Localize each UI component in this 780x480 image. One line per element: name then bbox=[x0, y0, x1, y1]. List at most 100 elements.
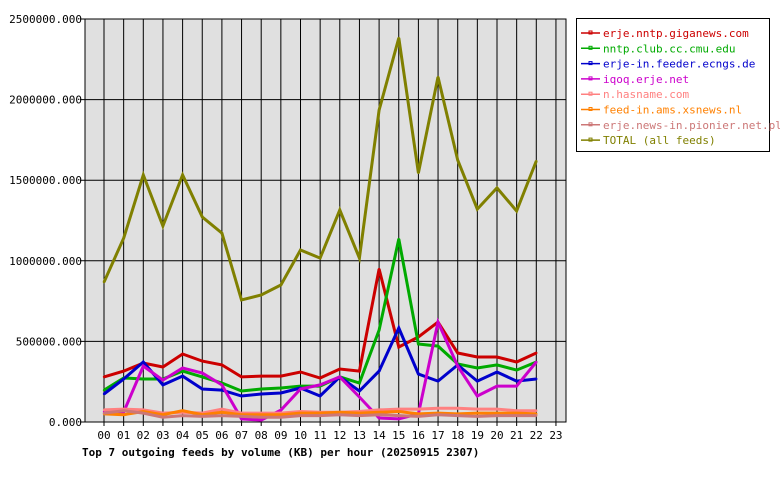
data-point bbox=[102, 388, 106, 392]
y-tick-label: 2000000.000 bbox=[9, 94, 82, 107]
x-tick-label: 03 bbox=[156, 429, 169, 442]
data-point bbox=[240, 298, 243, 302]
data-point bbox=[260, 415, 263, 419]
legend-label: erje.news-in.pionier.net.pl bbox=[603, 119, 780, 132]
x-tick-label: 14 bbox=[372, 429, 386, 442]
data-point bbox=[299, 411, 302, 415]
x-tick-label: 08 bbox=[255, 429, 268, 442]
data-point bbox=[201, 215, 204, 219]
data-point bbox=[299, 248, 302, 252]
data-point bbox=[240, 415, 243, 418]
data-point bbox=[142, 173, 145, 177]
data-point bbox=[397, 36, 400, 40]
data-point bbox=[161, 415, 165, 419]
data-point bbox=[338, 413, 341, 416]
data-point bbox=[397, 407, 400, 411]
data-point bbox=[476, 415, 479, 418]
data-point bbox=[338, 411, 341, 414]
data-point bbox=[358, 414, 361, 417]
x-tick-label: 15 bbox=[392, 429, 405, 442]
data-point bbox=[161, 365, 165, 369]
data-point bbox=[358, 411, 361, 415]
data-point bbox=[417, 412, 420, 416]
x-tick-label: 18 bbox=[451, 429, 464, 442]
y-tick-label: 2500000.000 bbox=[9, 13, 82, 26]
data-point bbox=[436, 75, 440, 79]
data-point bbox=[495, 363, 499, 367]
data-point bbox=[535, 377, 538, 381]
legend bbox=[576, 18, 770, 152]
data-point bbox=[495, 370, 499, 374]
data-point bbox=[279, 386, 283, 390]
data-point bbox=[142, 411, 145, 415]
data-point bbox=[535, 351, 538, 355]
data-point bbox=[338, 375, 341, 379]
data-point bbox=[279, 408, 283, 412]
y-tick-label: 500000.000 bbox=[16, 335, 82, 348]
x-tick-label: 09 bbox=[274, 429, 287, 442]
data-point bbox=[515, 209, 518, 213]
data-point bbox=[358, 381, 361, 385]
data-point bbox=[279, 391, 283, 395]
data-point bbox=[535, 360, 538, 364]
data-point bbox=[181, 366, 184, 370]
data-point bbox=[456, 364, 459, 368]
data-point bbox=[515, 379, 518, 383]
data-point bbox=[220, 383, 224, 387]
legend-marker-icon bbox=[588, 61, 593, 66]
data-point bbox=[181, 369, 184, 373]
legend-marker-icon bbox=[588, 45, 593, 50]
data-point bbox=[102, 375, 106, 379]
data-point bbox=[279, 413, 283, 416]
x-tick-label: 05 bbox=[196, 429, 209, 442]
data-point bbox=[535, 414, 538, 417]
data-point bbox=[279, 374, 283, 378]
data-point bbox=[318, 376, 322, 380]
data-point bbox=[122, 369, 125, 373]
data-point bbox=[220, 411, 224, 414]
data-point bbox=[436, 407, 440, 410]
data-point bbox=[201, 359, 204, 363]
data-point bbox=[397, 417, 400, 421]
data-point bbox=[495, 355, 499, 359]
data-point bbox=[377, 369, 381, 373]
data-point bbox=[102, 408, 106, 412]
data-point bbox=[358, 395, 361, 399]
data-point bbox=[377, 408, 381, 412]
data-point bbox=[260, 374, 263, 378]
data-point bbox=[476, 394, 479, 398]
data-point bbox=[515, 384, 518, 388]
legend-marker-icon bbox=[588, 137, 593, 142]
data-point bbox=[122, 409, 125, 412]
x-tick-label: 06 bbox=[215, 429, 228, 442]
data-point bbox=[495, 411, 499, 415]
data-point bbox=[495, 186, 499, 190]
data-point bbox=[122, 236, 125, 240]
data-point bbox=[260, 392, 263, 396]
data-point bbox=[456, 351, 459, 355]
plot-area bbox=[84, 18, 567, 423]
data-point bbox=[358, 256, 361, 260]
legend-label: n.hasname.com bbox=[603, 88, 689, 101]
data-point bbox=[358, 389, 361, 393]
data-point bbox=[476, 407, 479, 411]
data-point bbox=[181, 374, 184, 378]
data-point bbox=[220, 414, 224, 417]
data-point bbox=[260, 293, 263, 297]
data-point bbox=[397, 414, 400, 417]
data-point bbox=[515, 409, 518, 412]
data-point bbox=[240, 375, 243, 379]
data-point bbox=[456, 158, 459, 162]
legend-marker-icon bbox=[588, 30, 593, 35]
data-point bbox=[456, 407, 459, 410]
data-point bbox=[201, 387, 204, 391]
data-point bbox=[456, 414, 459, 417]
data-point bbox=[220, 388, 224, 392]
data-point bbox=[142, 377, 145, 381]
data-point bbox=[122, 377, 125, 381]
x-tick-label: 12 bbox=[333, 429, 346, 442]
data-point bbox=[240, 394, 243, 398]
data-point bbox=[417, 171, 420, 175]
data-point bbox=[515, 368, 518, 372]
data-point bbox=[535, 409, 538, 412]
